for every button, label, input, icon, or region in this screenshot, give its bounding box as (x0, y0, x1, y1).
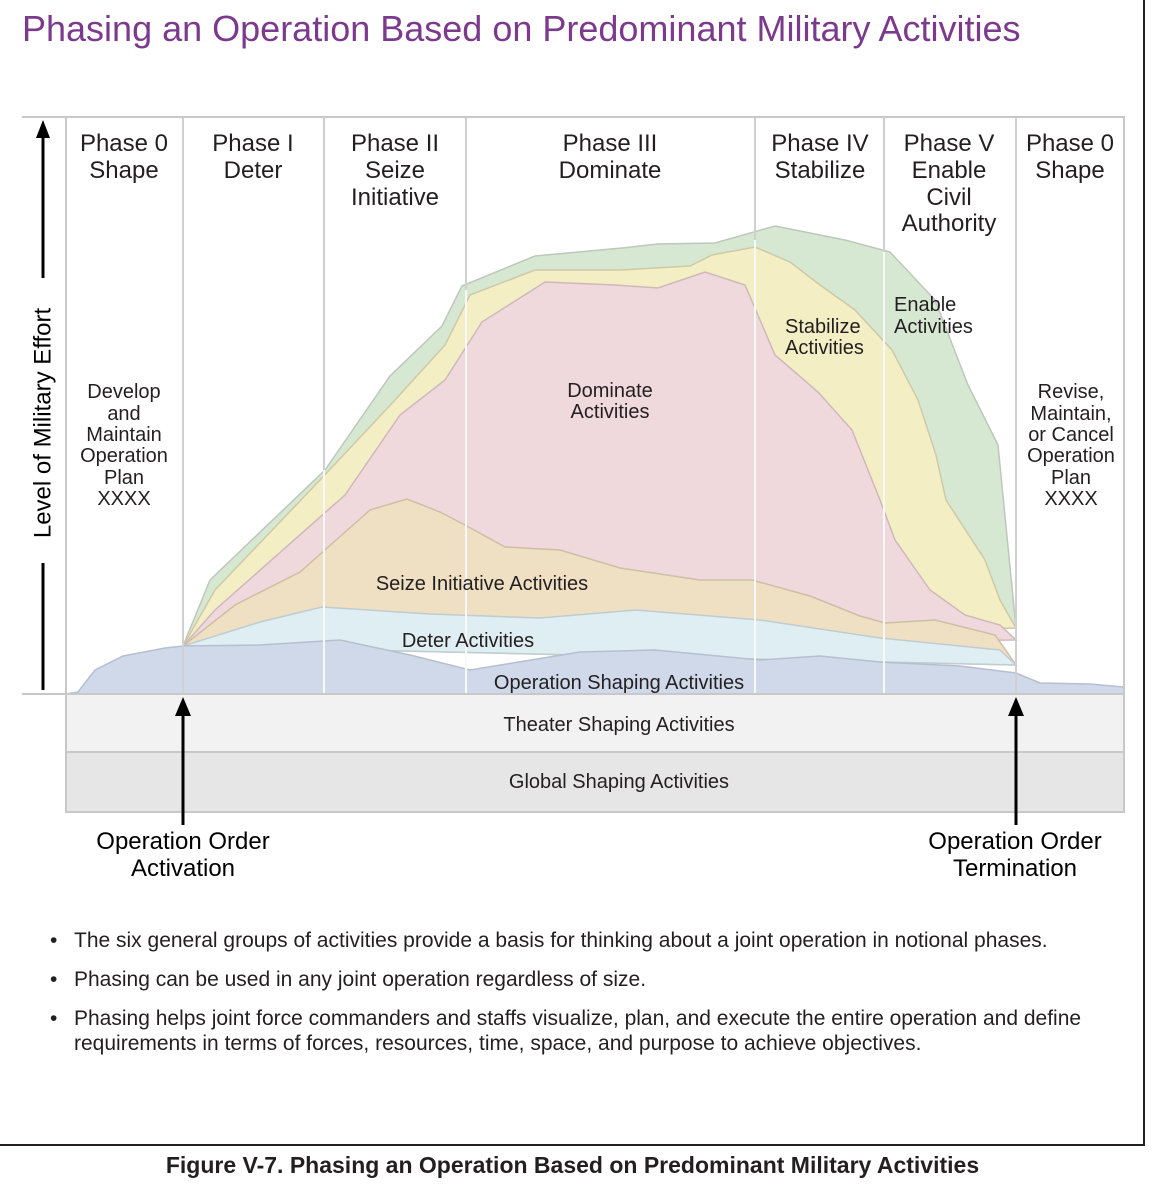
bullet-dot: • (50, 1007, 58, 1030)
global-shaping-band (65, 751, 1125, 813)
svg-text:and: and (107, 403, 140, 425)
svg-text:XXXX: XXXX (1044, 488, 1097, 510)
bullet-dot: • (50, 929, 58, 952)
svg-text:Termination: Termination (953, 855, 1077, 882)
svg-text:Operation Order: Operation Order (96, 828, 269, 855)
phase-header-line: Stabilize (775, 157, 866, 184)
phase-header-line: Enable (912, 157, 987, 184)
termination-label: Operation Order Termination (928, 828, 1101, 882)
deter-activities-label: Deter Activities (402, 630, 534, 652)
svg-text:Operation: Operation (1027, 445, 1115, 467)
global-shaping-activities-label: Global Shaping Activities (509, 771, 729, 793)
bullet-text: Phasing can be used in any joint operati… (74, 968, 647, 991)
phase-header-3: Phase III Dominate (559, 130, 662, 184)
bullet-text: The six general groups of activities pro… (74, 929, 1048, 952)
y-axis-label: Level of Military Effort (30, 308, 57, 539)
bullet-item: • Phasing helps joint force commanders an… (48, 1006, 1108, 1056)
phase-header-line: Phase I (212, 130, 293, 157)
stabilize-activities-label: Stabilize Activities (785, 316, 864, 359)
chart-frame (65, 116, 1125, 695)
bullet-item: • Phasing can be used in any joint operat… (48, 967, 1108, 992)
bullet-list: • The six general groups of activities pr… (48, 928, 1108, 1070)
svg-text:Activities: Activities (785, 337, 864, 359)
dominate-activities-label: Dominate Activities (567, 380, 653, 423)
phase-header-line: Initiative (351, 184, 439, 211)
theater-shaping-band (65, 693, 1125, 753)
y-axis-arrow (36, 120, 50, 690)
phase-header-line: Dominate (559, 157, 662, 184)
phase-header-6: Phase 0 Shape (1026, 130, 1114, 184)
figure-frame (0, 0, 1145, 1146)
phase-header-line: Phase 0 (1026, 130, 1114, 157)
svg-text:XXXX: XXXX (97, 488, 150, 510)
svg-text:Operation Order: Operation Order (928, 828, 1101, 855)
termination-arrow (1008, 697, 1024, 825)
figure-caption: Figure V-7. Phasing an Operation Based o… (165, 1152, 980, 1178)
svg-text:Develop: Develop (87, 381, 160, 403)
svg-text:Maintain: Maintain (86, 424, 162, 446)
phase-header-1: Phase I Deter (212, 130, 293, 184)
phase-header-line: Phase IV (771, 130, 868, 157)
bullet-dot: • (50, 968, 58, 991)
phase-header-2: Phase II Seize Initiative (351, 130, 439, 211)
phase-dividers-over (323, 240, 885, 694)
phase-header-line: Authority (902, 210, 997, 237)
phase-header-line: Deter (224, 157, 283, 184)
phase-header-0: Phase 0 Shape (80, 130, 168, 184)
enable-activities-label: Enable Activities (894, 294, 973, 338)
svg-text:Stabilize: Stabilize (785, 316, 861, 338)
right-side-note: Revise, Maintain, or Cancel Operation Pl… (1027, 381, 1115, 510)
phase-header-line: Shape (89, 157, 158, 184)
phase-header-line: Phase V (904, 130, 995, 157)
bullet-text: Phasing helps joint force commanders and… (74, 1007, 1082, 1055)
bullet-item: • The six general groups of activities pr… (48, 928, 1108, 953)
activation-arrow (175, 697, 191, 825)
svg-text:Plan: Plan (104, 467, 144, 489)
svg-text:Plan: Plan (1051, 467, 1091, 489)
phase-header-line: Phase III (563, 130, 658, 157)
svg-text:Activation: Activation (131, 855, 235, 882)
phase-header-line: Civil (926, 184, 971, 211)
activation-label: Operation Order Activation (96, 828, 269, 882)
page-title: Phasing an Operation Based on Predominan… (22, 8, 1021, 49)
phasing-diagram: Level of Military Effort Phase 0 Shape P… (22, 116, 1125, 882)
phase-header-4: Phase IV Stabilize (771, 130, 868, 184)
phase-header-line: Phase II (351, 130, 439, 157)
left-side-note: Develop and Maintain Operation Plan XXXX (80, 381, 168, 510)
phase-header-5: Phase V Enable Civil Authority (902, 130, 997, 237)
phase-header-line: Shape (1035, 157, 1104, 184)
phase-header-line: Seize (365, 157, 425, 184)
svg-text:or Cancel: or Cancel (1028, 424, 1114, 446)
seize-initiative-activities-label: Seize Initiative Activities (376, 573, 588, 595)
svg-text:Maintain,: Maintain, (1030, 403, 1111, 425)
phase-header-line: Phase 0 (80, 130, 168, 157)
svg-text:Dominate: Dominate (567, 380, 653, 402)
svg-text:Activities: Activities (571, 401, 650, 423)
operation-shaping-activities-label: Operation Shaping Activities (494, 672, 744, 694)
svg-text:Enable: Enable (894, 294, 956, 316)
theater-shaping-activities-label: Theater Shaping Activities (503, 714, 734, 736)
svg-text:Revise,: Revise, (1038, 381, 1105, 403)
svg-text:Activities: Activities (894, 316, 973, 338)
svg-text:Operation: Operation (80, 445, 168, 467)
operation-shaping-activities-area (65, 639, 1125, 695)
